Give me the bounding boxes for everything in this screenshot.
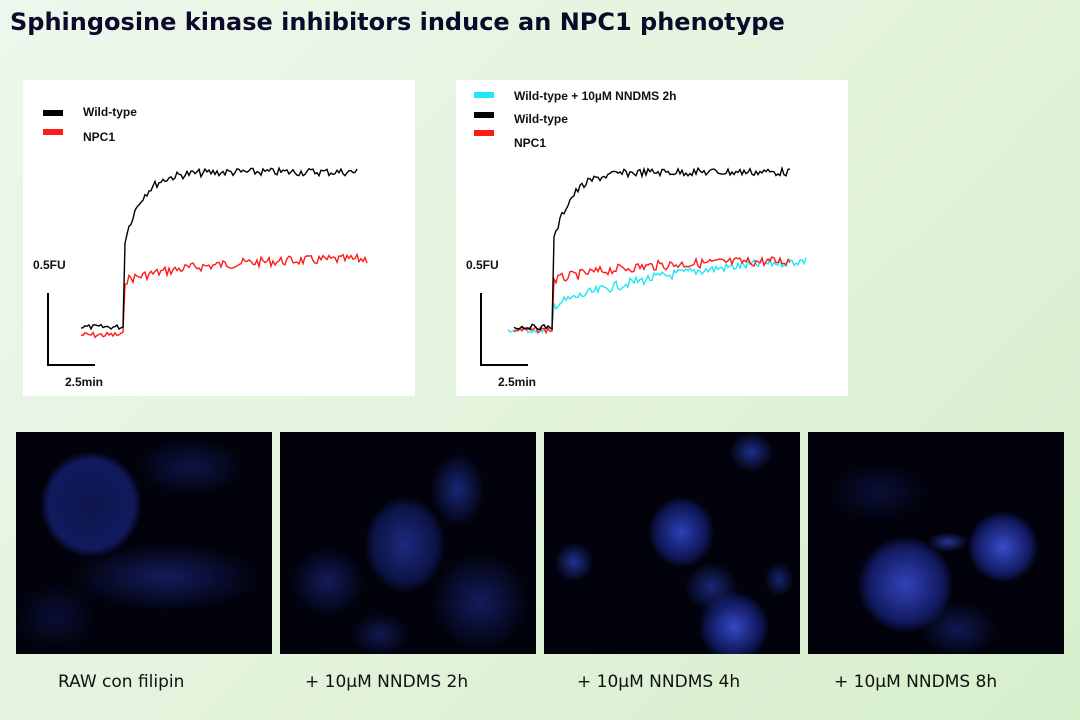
cell — [858, 537, 953, 632]
y-scale-label: 0.5FU — [466, 258, 499, 272]
legend-label-nndms: Wild-type + 10µM NNDMS 2h — [514, 89, 677, 103]
cell — [699, 592, 769, 654]
trace-panel-right: Wild-type + 10µM NNDMS 2h Wild-type NPC1… — [456, 80, 848, 396]
cell — [71, 542, 261, 612]
caption-raw-control: RAW con filipin — [58, 672, 185, 692]
micrograph-raw-control — [16, 432, 272, 654]
cell — [828, 462, 928, 522]
trace-nndms — [507, 255, 807, 334]
legend-label-wild-type: Wild-type — [514, 112, 568, 126]
cell — [41, 452, 141, 557]
trace-wild-type — [80, 166, 358, 331]
trace-plot-left — [47, 166, 368, 366]
trace-npc1 — [80, 252, 368, 339]
cell — [918, 602, 998, 654]
x-scale-label: 2.5min — [65, 375, 104, 389]
legend-label-npc1: NPC1 — [83, 130, 116, 144]
trace-panel-left: Wild-type NPC1 0.5FU 2.5min — [23, 80, 415, 396]
trace-wild-type — [513, 165, 791, 331]
caption-nndms-8h: + 10µM NNDMS 8h — [834, 672, 998, 692]
legend-swatch-wild-type — [43, 110, 63, 116]
trace-npc1 — [513, 255, 791, 335]
legend-label-npc1: NPC1 — [514, 136, 547, 150]
micrograph-nndms-2h — [280, 432, 536, 654]
legend-swatch-npc1 — [43, 129, 63, 135]
caption-nndms-2h: + 10µM NNDMS 2h — [305, 672, 469, 692]
cell — [649, 497, 714, 567]
legend-label-wild-type: Wild-type — [83, 105, 137, 119]
legend-swatch-wild-type — [474, 112, 494, 118]
micrograph-nndms-8h — [808, 432, 1064, 654]
cell — [729, 432, 774, 472]
cell — [136, 437, 246, 497]
legend-swatch-npc1 — [474, 130, 494, 136]
cell — [16, 582, 96, 652]
cell — [968, 512, 1038, 582]
cell — [764, 562, 794, 597]
cell — [350, 612, 410, 654]
cell — [365, 497, 445, 592]
cell — [928, 532, 968, 552]
cell — [554, 542, 594, 582]
micrograph-nndms-4h — [544, 432, 800, 654]
slide-title: Sphingosine kinase inhibitors induce an … — [10, 8, 785, 36]
trace-plot-right — [480, 165, 807, 366]
cell — [290, 547, 365, 617]
caption-nndms-4h: + 10µM NNDMS 4h — [577, 672, 741, 692]
x-scale-label: 2.5min — [498, 375, 537, 389]
y-scale-label: 0.5FU — [33, 258, 66, 272]
cell — [430, 452, 485, 527]
cell — [430, 552, 530, 652]
legend-swatch-nndms — [474, 92, 494, 98]
